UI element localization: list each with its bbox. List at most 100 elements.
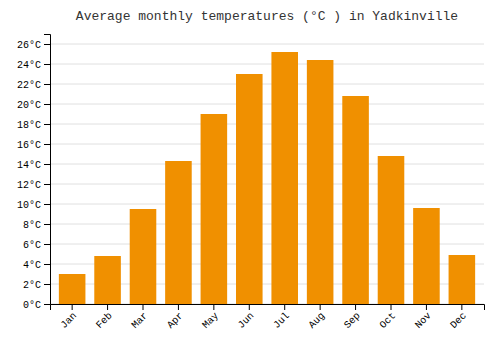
plot: 0°C 2°C 4°C 6°C 8°C 10°C 12°C 14°C 16°C 18°C 20°C 2… [17,35,485,331]
tick: Jan [59,304,80,331]
tick: 16°C [17,140,50,151]
tick-mark [178,304,179,310]
axis-line [51,305,485,311]
grid-line [50,204,484,205]
tick-mark [44,44,50,45]
tick-label: Apr [165,310,186,331]
tick-label: 14°C [17,160,41,171]
bar [201,114,228,304]
bar [378,156,405,304]
tick: 14°C [17,160,50,171]
tick-mark [44,144,50,145]
tick-label: 12°C [17,180,41,191]
grid-line [50,184,484,185]
tick-label: 4°C [23,260,41,271]
tick-label: 20°C [17,100,41,111]
tick-mark [284,304,285,310]
tick-mark [426,304,427,310]
tick-label: Nov [413,310,434,331]
title: Average monthly temperatures (°C ) in Ya… [76,9,458,24]
tick-mark [44,264,50,265]
tick-mark [320,304,321,310]
tick-mark [44,184,50,185]
tick: 6°C [23,240,50,251]
bar [59,274,86,304]
grid [50,44,484,304]
grid-line [50,64,484,65]
tick: Dec [448,304,469,331]
tick-mark [44,204,50,205]
tick-mark [44,104,50,105]
tick: Apr [165,304,186,331]
bar [307,60,334,304]
chart: 0°C 2°C 4°C 6°C 8°C 10°C 12°C 14°C 16°C 18°C 20°C 2… [0,0,500,350]
tick-label: 10°C [17,200,41,211]
axis-line [44,35,51,305]
tick: 10°C [17,200,50,211]
tick: May [200,304,221,331]
tick-label: Oct [378,310,399,331]
bars [59,52,475,304]
tick: 12°C [17,180,50,191]
tick: Aug [307,304,328,331]
tick-mark [249,304,250,310]
tick-mark [44,284,50,285]
tick-mark [107,304,108,310]
tick: 22°C [17,80,50,91]
tick: 4°C [23,260,50,271]
grid-line [50,164,484,165]
tick: Sep [342,304,363,331]
tick: 8°C [23,220,50,231]
tick-mark [44,224,50,225]
bar [236,74,263,304]
tick-mark [355,304,356,310]
tick-label: Jan [59,310,80,331]
tick-label: 6°C [23,240,41,251]
tick-label: 8°C [23,220,41,231]
tick: 18°C [17,120,50,131]
tick-mark [44,244,50,245]
tick: Jun [236,304,257,331]
tick-label: 2°C [23,280,41,291]
bar [342,96,369,304]
tick-label: 16°C [17,140,41,151]
tick: Feb [94,304,115,331]
bar [94,256,121,304]
tick: 24°C [17,60,50,71]
bar [130,209,157,304]
tick-label: May [200,310,221,331]
tick: 2°C [23,280,50,291]
tick-label: 24°C [17,60,41,71]
tick-label: 22°C [17,80,41,91]
tick-label: 0°C [23,300,41,311]
tick-mark [44,304,50,305]
tick: Mar [130,304,151,331]
grid-line [50,124,484,125]
tick: Oct [378,304,399,331]
bar [449,255,476,304]
tick: 20°C [17,100,50,111]
tick-label: Aug [307,310,328,331]
grid-line [50,44,484,45]
tick-mark [44,64,50,65]
tick-label: Feb [94,310,115,331]
tick-label: Sep [342,310,363,331]
grid-line [50,144,484,145]
bar [413,208,440,304]
tick-mark [44,124,50,125]
tick-label: Jul [271,310,292,331]
tick-label: Jun [236,310,257,331]
tick-mark [44,164,50,165]
tick-label: 26°C [17,40,41,51]
bar [271,52,298,304]
tick: 0°C [23,300,50,311]
tick: Nov [413,304,434,331]
tick-mark [213,304,214,310]
tick-label: Dec [448,310,469,331]
x-axis: Jan Feb Mar Apr May Jun Jul Aug Sep Oct Nov Dec [51,304,485,331]
y-axis: 0°C 2°C 4°C 6°C 8°C 10°C 12°C 14°C 16°C 18°C 20°C 2… [17,35,51,311]
tick-mark [391,304,392,310]
tick: 26°C [17,40,50,51]
grid-line [50,104,484,105]
tick-mark [44,84,50,85]
